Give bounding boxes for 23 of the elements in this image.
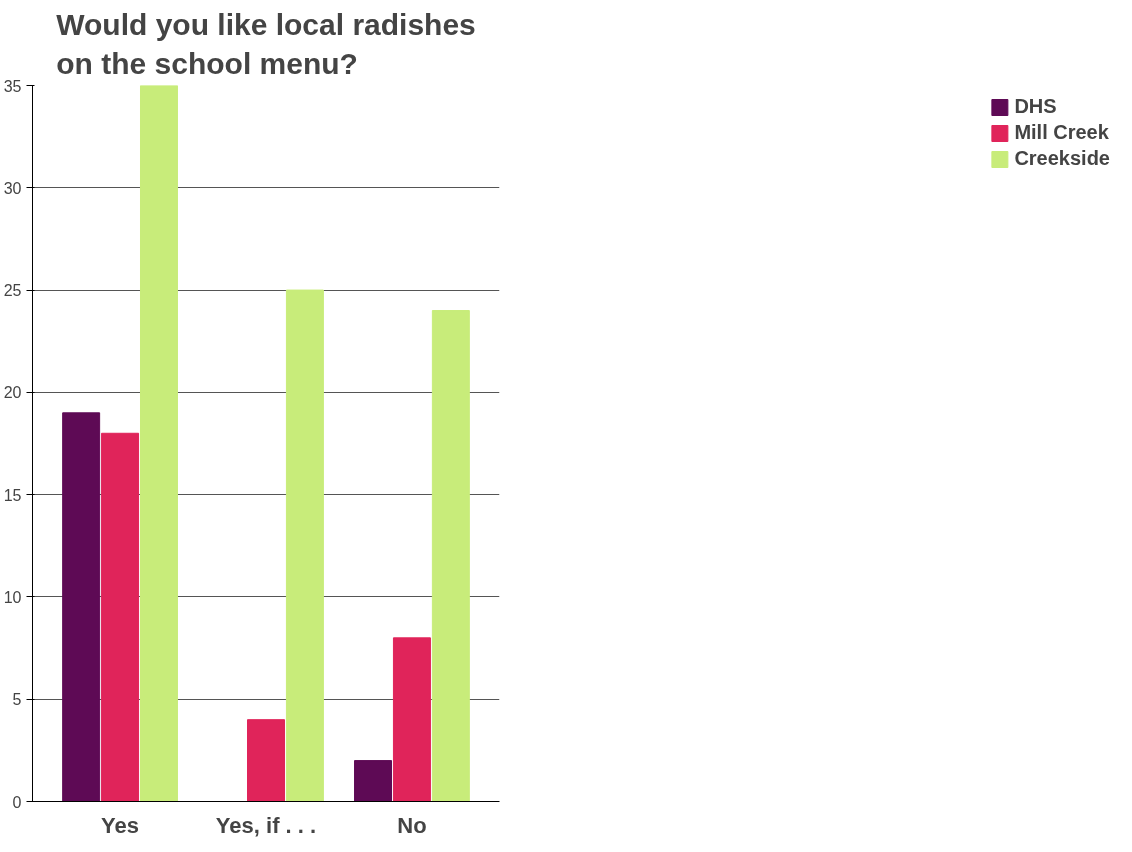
bar <box>354 760 393 802</box>
x-tick-label: Yes <box>101 812 140 838</box>
bar <box>285 289 324 802</box>
legend-label: Mill Creek <box>1014 121 1109 144</box>
bar <box>431 310 470 802</box>
bar <box>392 637 431 802</box>
chart-title: Would you like local radishes on the school menu? <box>56 7 476 81</box>
y-tick-label: 25 <box>3 282 22 300</box>
legend-label: DHS <box>1014 95 1057 118</box>
y-tick-label: 5 <box>12 691 22 709</box>
y-tick-label: 10 <box>3 588 22 606</box>
x-tick-label: Yes, if . . . <box>215 812 317 838</box>
y-tick-label: 0 <box>12 793 22 811</box>
bar <box>247 719 285 802</box>
legend-label: Creekside <box>1014 147 1110 170</box>
bar <box>139 85 178 802</box>
x-tick-label: No <box>397 812 427 838</box>
y-tick-label: 20 <box>3 384 22 402</box>
y-tick-label: 35 <box>3 77 22 95</box>
y-tick-label: 30 <box>3 179 22 197</box>
y-tick-label: 15 <box>3 486 22 504</box>
bar <box>101 432 140 802</box>
bar <box>62 412 101 802</box>
